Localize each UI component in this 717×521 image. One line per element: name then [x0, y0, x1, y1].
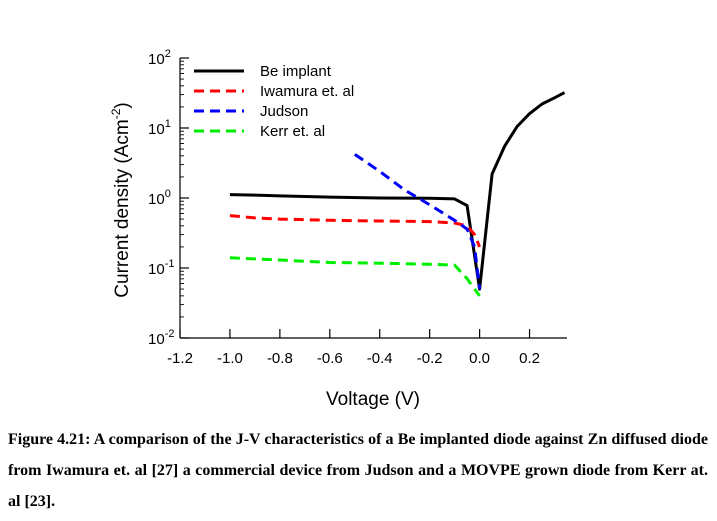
legend-label-1: Be implant — [260, 63, 332, 80]
x-tick-label: -0.6 — [317, 350, 343, 367]
y-tick-label: 102 — [148, 48, 171, 68]
series-line-3 — [353, 153, 482, 290]
y-axis-label-end: ) — [112, 102, 133, 108]
y-tick-labels: 102 101 100 10-1 10-2 — [148, 48, 174, 348]
y-tick-label: 101 — [148, 118, 171, 138]
x-axis-label: Voltage (V) — [326, 389, 420, 410]
x-tick-label: 0.2 — [519, 350, 540, 367]
y-axis-label: Current density (Acm-2) — [109, 102, 133, 297]
legend: Be implant Iwamura et. al Judson Kerr et. a… — [194, 63, 354, 140]
legend-label-4: Kerr et. al — [260, 123, 325, 140]
axis-ticks — [179, 57, 567, 339]
x-tick-label: -1.0 — [217, 350, 243, 367]
series-line-1 — [229, 91, 566, 291]
y-tick-label: 10-1 — [148, 258, 174, 278]
series-lines — [229, 91, 566, 297]
x-tick-label: -0.2 — [417, 350, 443, 367]
x-tick-label: 0.0 — [469, 350, 490, 367]
legend-label-2: Iwamura et. al — [260, 83, 354, 100]
figure-caption: Figure 4.21: A comparison of the J-V cha… — [8, 431, 708, 510]
x-tick-label: -0.8 — [267, 350, 293, 367]
y-tick-label: 100 — [148, 188, 171, 208]
jv-chart: -1.2 -1.0 -0.8 -0.6 -0.4 -0.2 0.0 0.2 102 101 100… — [109, 48, 567, 410]
y-axis-label-base: Current density (Acm — [112, 119, 133, 297]
legend-label-3: Judson — [260, 103, 308, 120]
x-tick-label: -0.4 — [367, 350, 393, 367]
series-line-2 — [229, 214, 481, 248]
y-axis-label-sup: -2 — [109, 108, 123, 119]
series-line-4 — [229, 256, 481, 297]
y-tick-label: 10-2 — [148, 328, 174, 348]
x-tick-labels: -1.2 -1.0 -0.8 -0.6 -0.4 -0.2 0.0 0.2 — [167, 350, 540, 367]
x-tick-label: -1.2 — [167, 350, 193, 367]
